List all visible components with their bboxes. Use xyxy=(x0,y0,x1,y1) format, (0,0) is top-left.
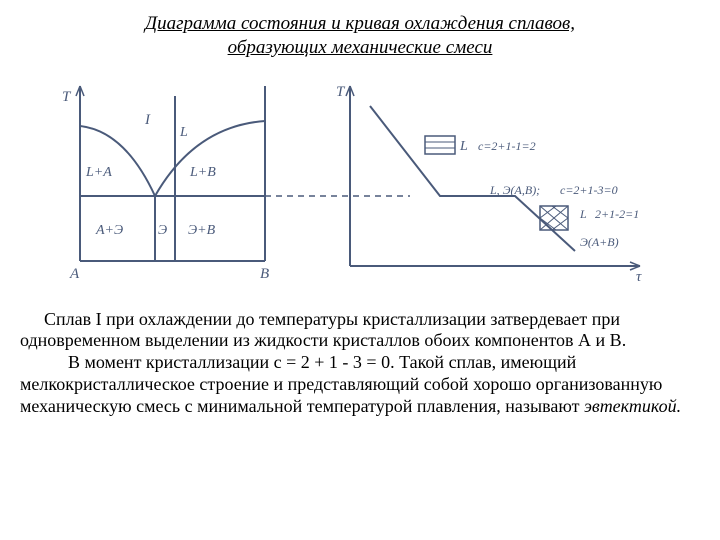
cool-eq3: 2+1-2=1 xyxy=(595,207,639,221)
phase-diagram-left: Т А В I L L+A L+B A+Э Э Э+В xyxy=(62,86,410,282)
cool-box2-L: L xyxy=(579,207,587,221)
cooling-curve-right: L c=2+1-1=2 L, Э(А,В); c=2+1-3=0 L 2+1-2… xyxy=(336,84,642,285)
cool-box1-L: L xyxy=(459,139,468,154)
region-L: L xyxy=(179,125,188,140)
region-E: Э xyxy=(158,223,167,238)
cool-x-label: τ xyxy=(636,269,642,285)
x-right-label: В xyxy=(260,266,269,282)
cool-eq2: c=2+1-3=0 xyxy=(560,183,618,197)
slide-title: Диаграмма состояния и кривая охлаждения … xyxy=(20,12,700,60)
paragraph-2: В момент кристаллизации с = 2 + 1 - 3 = … xyxy=(20,352,700,418)
title-line-1: Диаграмма состояния и кривая охлаждения … xyxy=(145,13,575,34)
para2-eutectic: эвтектикой. xyxy=(584,396,681,416)
region-AE: A+Э xyxy=(95,223,123,238)
para2-main: В момент кристаллизации с = 2 + 1 - 3 = … xyxy=(20,352,662,416)
y-axis-label: Т xyxy=(62,89,72,105)
cool-eq1: c=2+1-1=2 xyxy=(478,139,536,153)
cool-mid: L, Э(А,В); xyxy=(489,183,540,197)
region-EB: Э+В xyxy=(188,223,216,238)
paragraph-1: Сплав I при охлаждении до температуры кр… xyxy=(20,309,700,353)
title-line-2: образующих механические смеси xyxy=(228,37,493,58)
region-LA: L+A xyxy=(85,165,112,180)
region-I: I xyxy=(144,112,151,128)
cool-last: Э(А+В) xyxy=(580,235,619,249)
x-left-label: А xyxy=(69,266,80,282)
body-text: Сплав I при охлаждении до температуры кр… xyxy=(20,309,700,419)
cool-y-label: T xyxy=(336,84,346,100)
diagram-svg: Т А В I L L+A L+B A+Э Э Э+В L c=2+1-1=2 … xyxy=(40,66,680,301)
phase-diagram-figure: Т А В I L L+A L+B A+Э Э Э+В L c=2+1-1=2 … xyxy=(40,66,680,301)
region-LB: L+B xyxy=(189,165,216,180)
